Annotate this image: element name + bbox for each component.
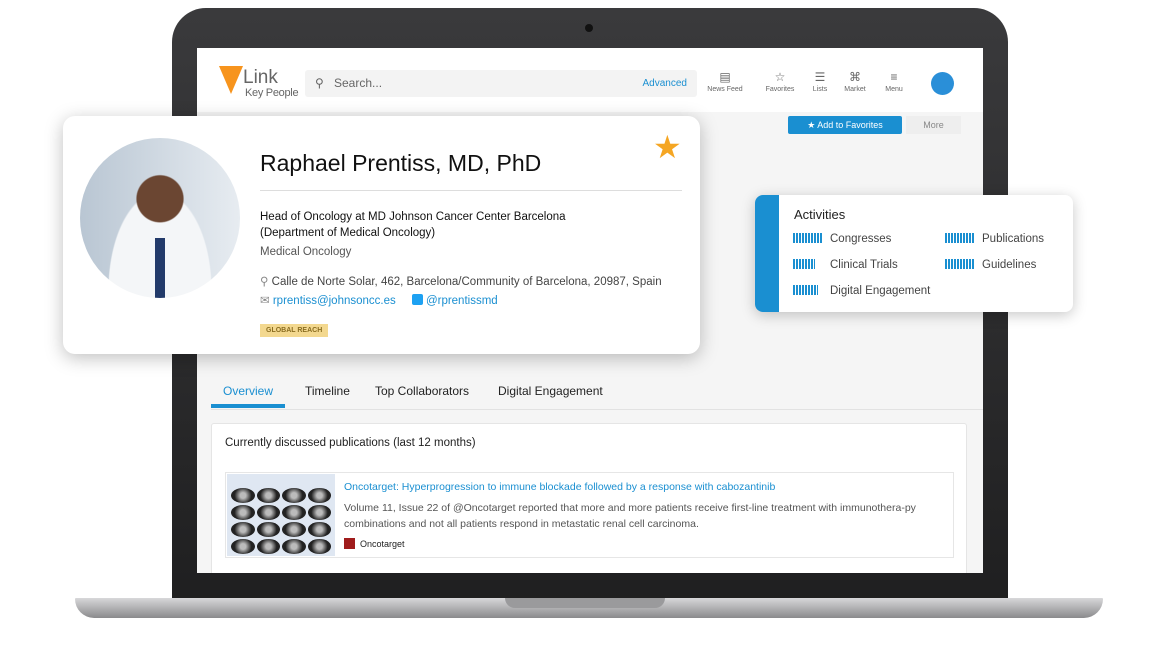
user-avatar[interactable]	[931, 72, 954, 95]
profile-photo	[80, 138, 240, 298]
profile-tabs: Overview Timeline Top Collaborators Digi…	[211, 376, 983, 410]
camera	[585, 24, 593, 32]
add-to-favorites-button[interactable]: ★ Add to Favorites	[788, 116, 902, 134]
email-icon: ✉	[260, 295, 270, 307]
activity-publications: Publications	[945, 233, 1044, 245]
tab-overview[interactable]: Overview	[211, 384, 286, 408]
activity-clinical-trials: Clinical Trials	[793, 259, 898, 271]
publications-panel: Currently discussed publications (last 1…	[211, 423, 967, 573]
advanced-search-link[interactable]: Advanced	[642, 78, 687, 89]
profile-specialty: Medical Oncology	[260, 246, 352, 258]
market-icon: ⌘	[849, 70, 861, 84]
laptop-base	[75, 598, 1103, 618]
activity-meter-icon	[945, 259, 974, 269]
profile-role: Head of Oncology at MD Johnson Cancer Ce…	[260, 211, 566, 239]
location-pin-icon: ⚲	[260, 276, 269, 288]
publication-thumbnail	[227, 474, 335, 556]
star-outline-icon: ☆	[774, 70, 786, 84]
more-button[interactable]: More	[906, 116, 961, 134]
divider	[260, 190, 682, 191]
twitter-link[interactable]: @rprentissmd	[425, 295, 498, 307]
news-feed-icon: ▤	[719, 70, 731, 84]
activities-title: Activities	[794, 207, 846, 222]
publication-item: Oncotarget: Hyperprogression to immune b…	[225, 472, 954, 558]
publications-heading: Currently discussed publications (last 1…	[225, 437, 476, 449]
profile-address: ⚲ Calle de Norte Solar, 462, Barcelona/C…	[260, 276, 662, 288]
nav-market[interactable]: ⌘ Market	[833, 70, 877, 93]
email-link[interactable]: rprentiss@johnsoncc.es	[272, 295, 396, 307]
nav-menu[interactable]: ≡ Menu	[872, 70, 916, 93]
favorite-star-icon[interactable]: ★	[653, 129, 682, 165]
publication-description: Volume 11, Issue 22 of @Oncotarget repor…	[344, 502, 916, 530]
top-bar: Link Key People ⚲ Search... Advanced ▤ News …	[197, 48, 983, 112]
activity-meter-icon	[945, 233, 974, 243]
search-icon: ⚲	[315, 76, 324, 90]
activity-meter-icon	[793, 285, 818, 295]
global-reach-badge: GLOBAL REACH	[260, 324, 329, 337]
tab-digital-engagement[interactable]: Digital Engagement	[498, 384, 603, 398]
nav-lists[interactable]: ☰ Lists	[798, 70, 842, 93]
nav-news-feed[interactable]: ▤ News Feed	[703, 70, 747, 93]
activity-digital-engagement: Digital Engagement	[793, 285, 930, 297]
profile-name: Raphael Prentiss, MD, PhD	[260, 150, 542, 176]
publication-source: Oncotarget	[344, 538, 405, 549]
activities-card: Activities Congresses Publications Clini…	[755, 195, 1073, 312]
activity-guidelines: Guidelines	[945, 259, 1036, 271]
menu-icon: ≡	[890, 70, 898, 84]
profile-card: Raphael Prentiss, MD, PhD ★ Head of Onco…	[63, 116, 700, 354]
twitter-icon	[411, 294, 423, 305]
profile-contact: ✉ rprentiss@johnsoncc.es @rprentissmd	[260, 293, 498, 307]
activity-meter-icon	[793, 259, 815, 269]
activity-meter-icon	[793, 233, 822, 243]
publication-title-link[interactable]: Oncotarget: Hyperprogression to immune b…	[344, 481, 776, 493]
list-icon: ☰	[814, 70, 826, 84]
source-logo-icon	[344, 538, 355, 549]
tab-timeline[interactable]: Timeline	[305, 384, 350, 398]
nav-favorites[interactable]: ☆ Favorites	[758, 70, 802, 93]
search-input[interactable]: ⚲ Search... Advanced	[305, 70, 697, 97]
tab-top-collaborators[interactable]: Top Collaborators	[375, 384, 470, 398]
laptop-notch	[505, 598, 665, 608]
activity-congresses: Congresses	[793, 233, 891, 245]
